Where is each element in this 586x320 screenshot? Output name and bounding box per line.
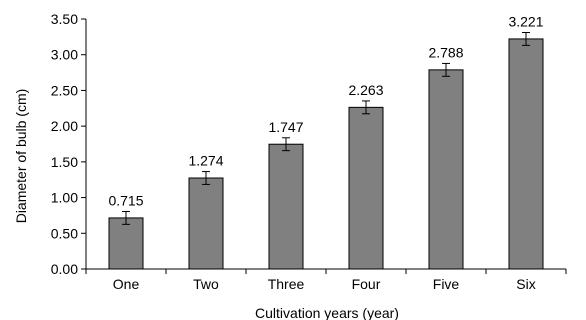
x-tick-label: One [113, 276, 140, 292]
bar [428, 69, 464, 270]
x-axis-title: Cultivation years (year) [255, 305, 399, 320]
x-axis: One Two Three Four Five Six [85, 268, 567, 292]
x-tick-label: Five [433, 276, 460, 292]
data-label: 3.221 [508, 14, 543, 30]
x-tick-label: Three [268, 276, 305, 292]
y-tick-label: 1.50 [51, 154, 78, 170]
y-tick-label: 3.50 [51, 11, 78, 27]
bar [268, 143, 304, 270]
data-label: 2.788 [428, 44, 463, 60]
data-labels: 0.715 1.274 1.747 2.263 2.788 3.221 [108, 14, 543, 209]
y-tick-label: 3.00 [51, 47, 78, 63]
data-label: 0.715 [108, 193, 143, 209]
error-bars [122, 32, 530, 225]
bar [108, 217, 144, 270]
x-tick-label: Four [352, 276, 381, 292]
bars [108, 38, 544, 270]
data-label: 1.274 [188, 153, 223, 169]
x-tick-label: Six [516, 276, 535, 292]
y-tick-label: 0.50 [51, 225, 78, 241]
y-tick-label: 2.00 [51, 118, 78, 134]
y-tick-label: 1.00 [51, 190, 78, 206]
data-label: 2.263 [348, 82, 383, 98]
y-tick-label: 2.50 [51, 82, 78, 98]
bar [508, 38, 544, 270]
y-axis: 0.00 0.50 1.00 1.50 2.00 2.50 3.00 3.50 [51, 11, 87, 277]
bar [188, 177, 224, 270]
y-tick-label: 0.00 [51, 261, 78, 277]
bar [348, 106, 384, 270]
data-label: 1.747 [268, 119, 303, 135]
y-axis-title: Diameter of bulb (cm) [13, 89, 29, 224]
x-tick-label: Two [193, 276, 219, 292]
